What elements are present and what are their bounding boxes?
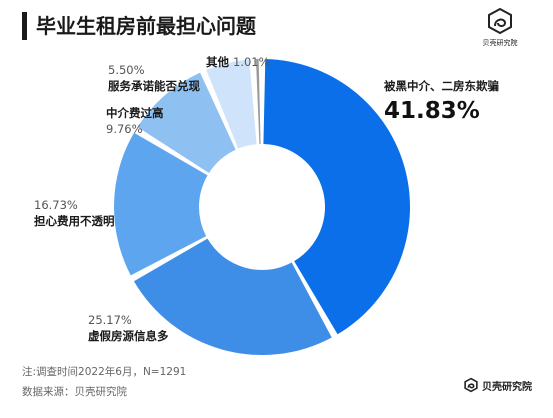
label-slice-2: 16.73% 担心费用不透明 (34, 197, 115, 229)
label-name-1: 虚假房源信息多 (88, 329, 169, 343)
source-note: 数据来源：贝壳研究院 (22, 386, 127, 398)
donut-slice-0 (263, 59, 411, 335)
brand-logo: 贝壳研究院 (470, 6, 530, 56)
beike-logo-icon (488, 7, 512, 35)
label-name-4: 服务承诺能否兑现 (108, 79, 200, 93)
label-slice-5: 其他 1.01% (206, 54, 270, 70)
brand-logo-footer: 贝壳研究院 (463, 376, 532, 394)
label-slice-4: 5.50% 服务承诺能否兑现 (108, 62, 200, 94)
donut-slice-4 (206, 59, 257, 149)
label-name-5: 其他 (206, 55, 229, 69)
label-name-2: 担心费用不透明 (34, 214, 115, 228)
beike-logo-footer-icon (464, 377, 478, 393)
label-slice-1: 25.17% 虚假房源信息多 (88, 312, 169, 344)
donut-slice-5 (255, 59, 261, 145)
title-accent-bar (22, 12, 27, 40)
label-value-3: 9.76% (106, 122, 143, 136)
label-value-5: 1.01% (233, 55, 270, 69)
label-slice-0: 被黑中介、二房东欺骗 41.83% (384, 78, 499, 126)
brand-logo-footer-text: 贝壳研究院 (482, 381, 532, 393)
donut-slice-3 (137, 72, 236, 173)
brand-logo-text: 贝壳研究院 (482, 39, 518, 47)
survey-note: 注:调查时间2022年6月，N=1291 (22, 366, 187, 378)
label-value-4: 5.50% (108, 63, 145, 77)
label-value-2: 16.73% (34, 198, 78, 212)
chart-title: 毕业生租房前最担心问题 (36, 14, 256, 38)
label-value-1: 25.17% (88, 313, 132, 327)
donut-slice-1 (133, 238, 332, 355)
label-slice-3: 中介费过高 9.76% (106, 105, 164, 137)
donut-slice-2 (113, 132, 208, 276)
label-name-3: 中介费过高 (106, 106, 164, 120)
label-value-0: 41.83% (384, 98, 480, 124)
label-name-0: 被黑中介、二房东欺骗 (384, 79, 499, 93)
